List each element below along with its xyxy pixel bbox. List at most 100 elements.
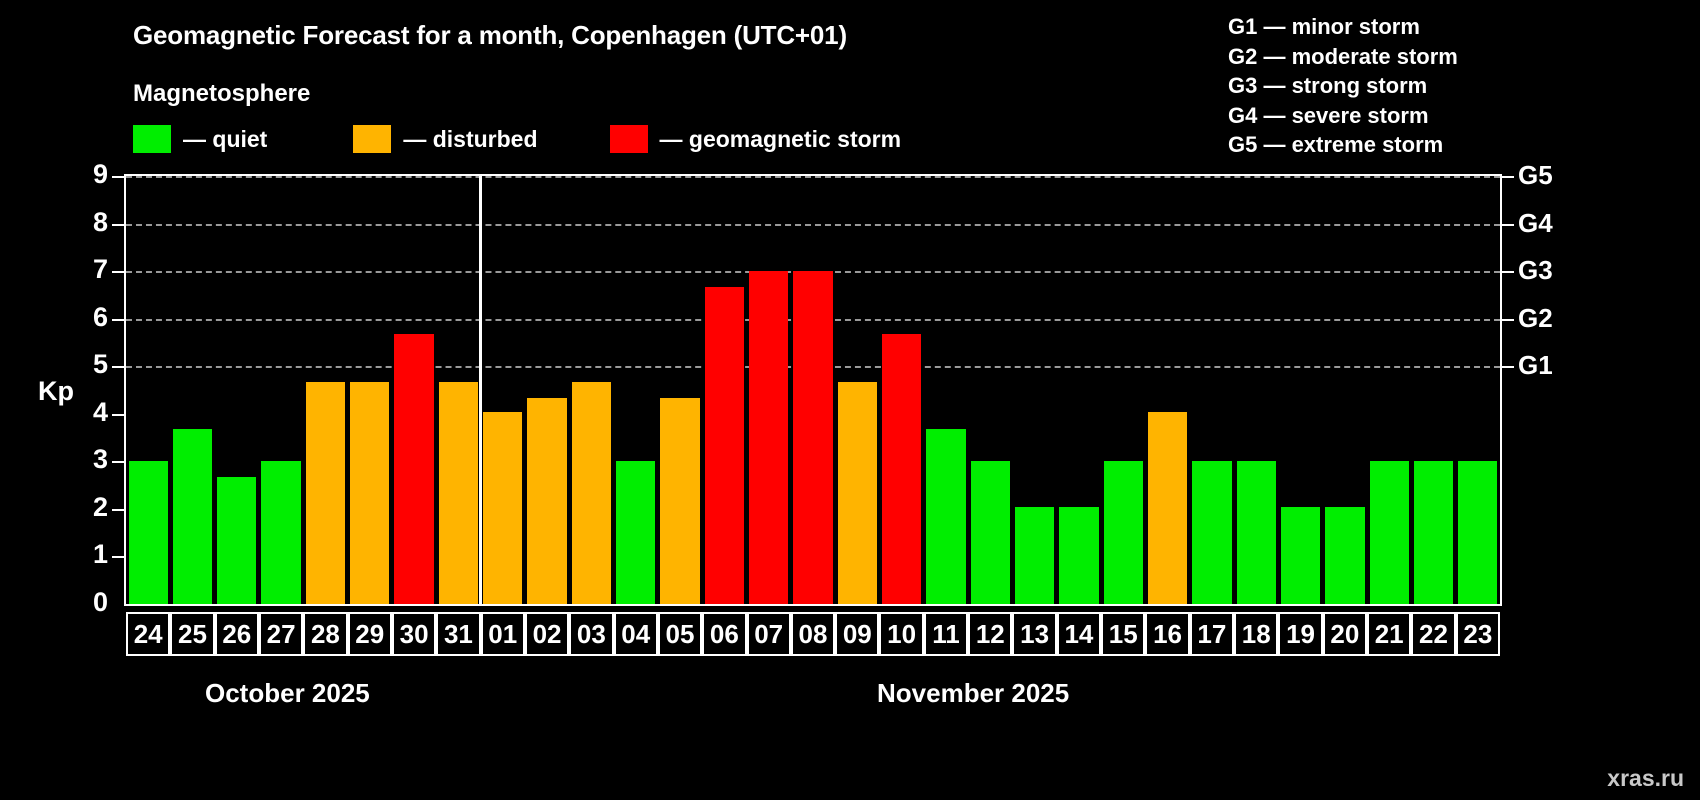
legend-item-label: — disturbed bbox=[403, 125, 538, 152]
storm-scale-g4: G4 — severe storm bbox=[1228, 102, 1429, 128]
bar-day-18[interactable] bbox=[1236, 461, 1276, 604]
bar-day-30[interactable] bbox=[394, 334, 434, 604]
day-label-29[interactable]: 29 bbox=[347, 612, 392, 656]
bar-day-20[interactable] bbox=[1325, 507, 1365, 604]
bar-day-27[interactable] bbox=[261, 461, 301, 604]
g-axis-label-g2: G2 bbox=[1518, 302, 1553, 333]
bar-day-14[interactable] bbox=[1059, 507, 1099, 604]
day-label-17[interactable]: 17 bbox=[1189, 612, 1235, 656]
bar-day-28[interactable] bbox=[305, 381, 346, 604]
bar-day-31[interactable] bbox=[438, 381, 479, 604]
bar-day-26[interactable] bbox=[217, 477, 257, 604]
bar-day-13[interactable] bbox=[1014, 507, 1055, 604]
bar-day-29[interactable] bbox=[350, 381, 390, 604]
day-label-01[interactable]: 01 bbox=[480, 612, 525, 656]
y-tick-label-5: 5 bbox=[92, 349, 108, 380]
disturbed-color-swatch-icon bbox=[353, 125, 392, 153]
y-tick-label-1: 1 bbox=[92, 539, 108, 570]
bar-day-03[interactable] bbox=[571, 381, 612, 604]
bar-day-08[interactable] bbox=[793, 271, 833, 604]
day-label-06[interactable]: 06 bbox=[702, 612, 747, 656]
storm-color-swatch-icon bbox=[609, 125, 648, 153]
day-label-07[interactable]: 07 bbox=[746, 612, 791, 656]
x-axis-day-labels: 24 25 26 27 28 29 30 31 01 02 03 04 05 06 07 08 09 10 11 12… bbox=[124, 612, 1502, 656]
y-tick-mark-5 bbox=[112, 366, 124, 369]
day-label-20[interactable]: 20 bbox=[1322, 612, 1368, 656]
day-label-19[interactable]: 19 bbox=[1278, 612, 1323, 656]
legend-item-label: — quiet bbox=[183, 125, 268, 152]
bar-day-19[interactable] bbox=[1280, 507, 1321, 604]
storm-scale-g3: G3 — strong storm bbox=[1228, 73, 1428, 98]
y-tick-label-3: 3 bbox=[92, 444, 108, 475]
y-tick-label-6: 6 bbox=[92, 301, 108, 332]
day-label-09[interactable]: 09 bbox=[835, 612, 880, 656]
g-axis-tick-g2 bbox=[1502, 318, 1514, 321]
storm-scale-key: G1 — minor storm G2 — moderate storm G3 … bbox=[1228, 12, 1458, 160]
day-label-04[interactable]: 04 bbox=[613, 612, 658, 656]
g-axis-tick-g4 bbox=[1502, 223, 1514, 226]
day-label-12[interactable]: 12 bbox=[968, 612, 1013, 656]
bar-day-02[interactable] bbox=[527, 398, 567, 604]
day-label-27[interactable]: 27 bbox=[258, 612, 304, 656]
bar-day-24[interactable] bbox=[128, 461, 168, 604]
quiet-color-swatch-icon bbox=[133, 125, 171, 153]
y-tick-label-8: 8 bbox=[92, 206, 108, 237]
bar-day-16[interactable] bbox=[1147, 412, 1188, 604]
bar-day-21[interactable] bbox=[1369, 461, 1409, 604]
bar-day-09[interactable] bbox=[837, 381, 877, 604]
g-axis-label-g1: G1 bbox=[1518, 350, 1553, 381]
legend-item-label: — geomagnetic storm bbox=[659, 125, 902, 152]
day-label-18[interactable]: 18 bbox=[1234, 612, 1279, 656]
bar-day-01[interactable] bbox=[483, 412, 523, 604]
gridline-kp-8 bbox=[126, 223, 1500, 226]
y-tick-label-0: 0 bbox=[92, 587, 108, 617]
day-label-24[interactable]: 24 bbox=[126, 612, 171, 656]
storm-scale-g5: G5 — extreme storm bbox=[1228, 132, 1444, 157]
day-label-15[interactable]: 15 bbox=[1101, 612, 1146, 656]
day-label-22[interactable]: 22 bbox=[1411, 612, 1456, 656]
y-tick-mark-2 bbox=[112, 508, 124, 511]
day-label-10[interactable]: 10 bbox=[879, 612, 924, 656]
bar-day-05[interactable] bbox=[660, 398, 700, 604]
day-label-13[interactable]: 13 bbox=[1012, 612, 1057, 656]
bar-series bbox=[126, 176, 1500, 604]
bar-day-11[interactable] bbox=[926, 429, 966, 604]
g-axis-label-g3: G3 bbox=[1518, 255, 1553, 286]
day-label-23[interactable]: 23 bbox=[1455, 612, 1500, 656]
day-label-05[interactable]: 05 bbox=[657, 612, 703, 656]
g-axis-tick-g3 bbox=[1502, 271, 1514, 274]
bar-day-06[interactable] bbox=[704, 286, 744, 604]
y-tick-mark-4 bbox=[112, 413, 124, 416]
y-tick-label-9: 9 bbox=[92, 159, 108, 189]
day-label-28[interactable]: 28 bbox=[303, 612, 348, 656]
bar-day-25[interactable] bbox=[172, 429, 213, 604]
g-axis-tick-g1 bbox=[1502, 366, 1514, 369]
day-label-14[interactable]: 14 bbox=[1056, 612, 1102, 656]
page-title: Geomagnetic Forecast for a month, Copenh… bbox=[133, 20, 847, 50]
day-label-21[interactable]: 21 bbox=[1367, 612, 1412, 656]
bar-day-22[interactable] bbox=[1413, 461, 1454, 604]
day-label-26[interactable]: 26 bbox=[214, 612, 259, 656]
day-label-03[interactable]: 03 bbox=[569, 612, 614, 656]
bar-day-17[interactable] bbox=[1192, 461, 1232, 604]
y-tick-mark-9 bbox=[112, 176, 124, 178]
g-axis-label-g4: G4 bbox=[1518, 207, 1553, 238]
month-label-november: November 2025 bbox=[877, 678, 1070, 708]
day-label-30[interactable]: 30 bbox=[391, 612, 437, 656]
bar-day-07[interactable] bbox=[749, 271, 789, 604]
bar-day-23[interactable] bbox=[1458, 461, 1498, 604]
bar-day-15[interactable] bbox=[1103, 461, 1143, 604]
bar-day-04[interactable] bbox=[616, 461, 656, 604]
day-label-02[interactable]: 02 bbox=[524, 612, 570, 656]
day-label-31[interactable]: 31 bbox=[436, 612, 481, 656]
y-tick-label-2: 2 bbox=[92, 491, 108, 522]
bar-day-12[interactable] bbox=[970, 461, 1010, 604]
y-tick-mark-7 bbox=[112, 271, 124, 274]
day-label-08[interactable]: 08 bbox=[790, 612, 836, 656]
g-axis-tick-g5 bbox=[1502, 176, 1514, 178]
day-label-25[interactable]: 25 bbox=[170, 612, 215, 656]
day-label-16[interactable]: 16 bbox=[1145, 612, 1190, 656]
bar-day-10[interactable] bbox=[881, 334, 922, 604]
legend-item-disturbed: — disturbed bbox=[353, 124, 538, 154]
day-label-11[interactable]: 11 bbox=[923, 612, 969, 656]
